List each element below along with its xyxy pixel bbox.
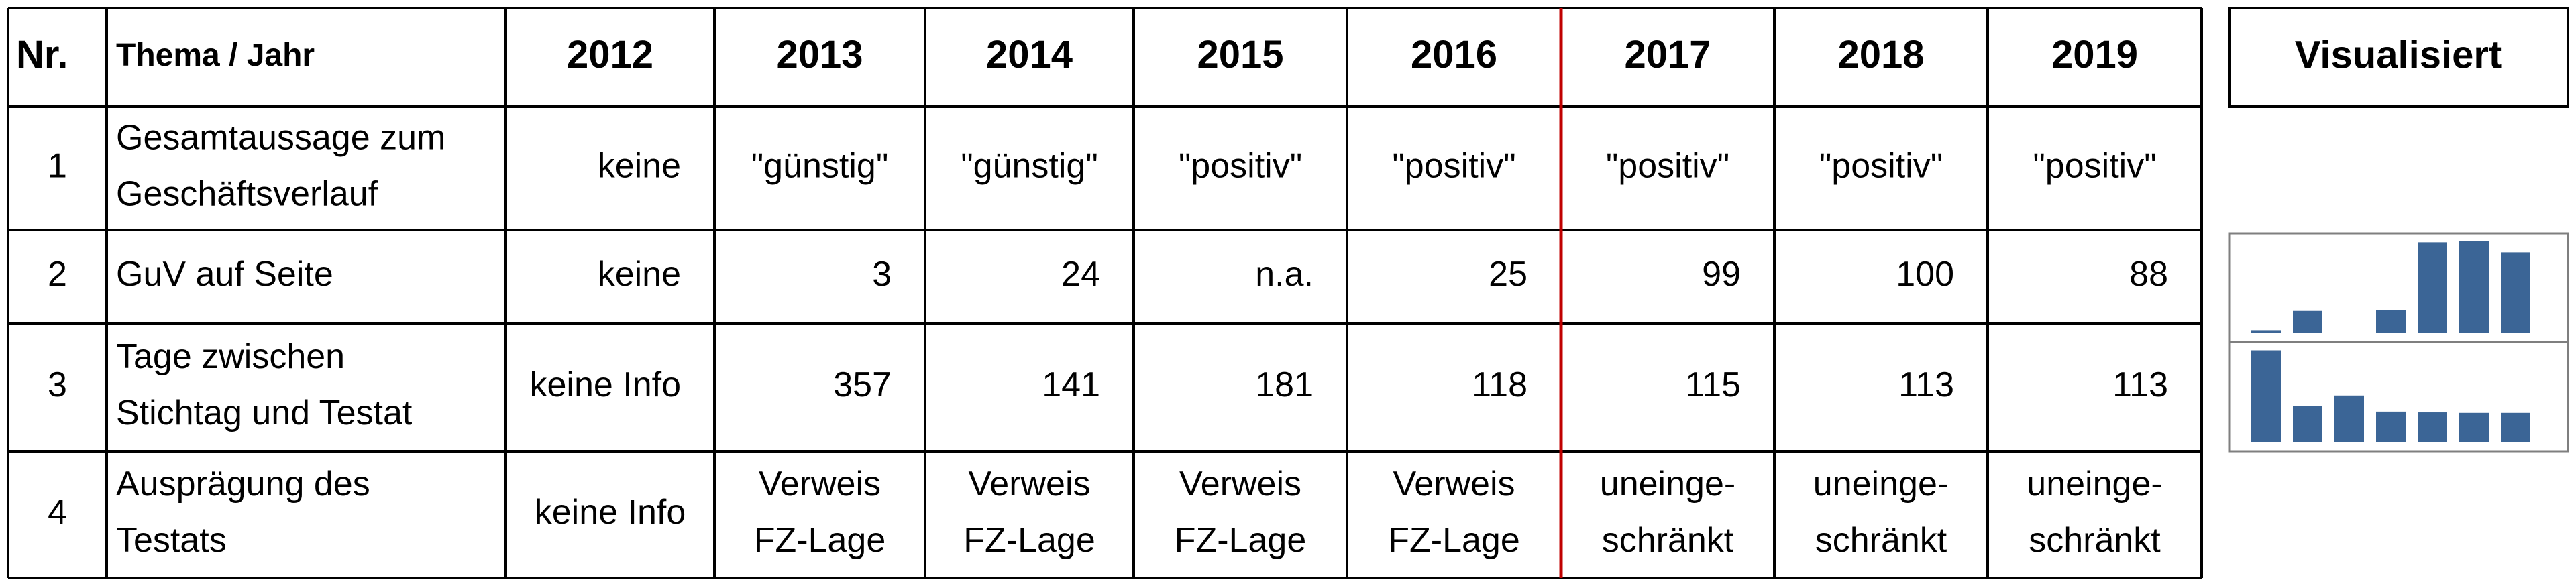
cell-text: 100 [1896,255,1954,294]
cell-text: Stichtag und Testat [116,394,413,432]
cell-text: 118 [1472,365,1527,404]
cell-text: 113 [2112,365,2168,404]
sparkline-bar [2251,350,2281,442]
cell-text: schränkt [2029,521,2161,560]
cell-text: 3 [872,255,892,294]
cell-text: FZ-Lage [1175,521,1307,560]
cell-text: "positiv" [1179,147,1302,186]
cell-text: uneinge- [2027,465,2162,504]
column-header: Nr. [16,33,68,76]
cell-text: 141 [1042,365,1100,404]
column-header: 2012 [567,33,653,76]
cell-text: Ausprägung des [116,465,370,504]
sparkline-bar [2334,395,2364,442]
column-header: 2015 [1197,33,1283,76]
sparkline-bar [2293,406,2322,442]
cell-text: keine [598,255,681,294]
cell-text: "positiv" [2033,147,2156,186]
cell-text: "positiv" [1392,147,1515,186]
cell-text: FZ-Lage [754,521,886,560]
cell-text: n.a. [1255,255,1313,294]
cell-text: FZ-Lage [963,521,1095,560]
sparkline-bar [2418,242,2447,333]
cell-text: 115 [1685,365,1741,404]
cell-text: Verweis [968,465,1090,504]
cell-text: 4 [48,493,67,532]
sparkline-bar [2501,412,2530,442]
cell-text: Testats [116,521,227,560]
cell-text: keine Info [530,365,682,404]
cell-text: Verweis [1179,465,1301,504]
column-header: 2019 [2051,33,2138,76]
cell-text: Gesamtaussage zum [116,119,445,158]
cell-text: Geschäftsverlauf [116,175,378,214]
cell-text: schränkt [1602,521,1734,560]
column-header: Thema / Jahr [116,38,315,73]
cell-text: 88 [2129,255,2168,294]
cell-text: Verweis [759,465,881,504]
cell-text: "positiv" [1819,147,1943,186]
column-header: 2014 [986,33,1073,76]
cell-text: keine [598,147,681,186]
sparkline-bar [2418,412,2447,442]
column-header: 2017 [1624,33,1711,76]
cell-text: 3 [48,365,67,404]
sparkline-bar [2376,310,2406,333]
cell-text: FZ-Lage [1388,521,1520,560]
cell-text: Tage zwischen [116,337,345,376]
cell-text: "positiv" [1606,147,1729,186]
column-header: 2016 [1411,33,1497,76]
cell-text: GuV auf Seite [116,255,333,294]
column-header: 2013 [776,33,863,76]
cell-text: Verweis [1393,465,1515,504]
cell-text: 113 [1898,365,1954,404]
sparkline-bar [2501,252,2530,333]
cell-text: 25 [1489,255,1527,294]
cell-text: 99 [1702,255,1741,294]
cell-text: keine Info [535,493,686,532]
sparkline-bar [2459,412,2489,442]
sparkline-bar [2376,411,2406,442]
sparkline-bar [2251,330,2281,333]
cell-text: schränkt [1815,521,1947,560]
visual-header-box [2228,7,2569,108]
cell-text: "günstig" [961,147,1098,186]
cell-text: 2 [48,255,67,294]
column-header: 2018 [1837,33,1924,76]
cell-text: 1 [48,147,67,186]
visual-header: Visualisiert [2295,33,2502,76]
sparkline-bar [2459,241,2489,333]
cell-text: uneinge- [1813,465,1949,504]
cell-text: "günstig" [751,147,889,186]
cell-text: 181 [1255,365,1313,404]
cell-text: 357 [833,365,892,404]
cell-text: 24 [1061,255,1100,294]
cell-text: uneinge- [1600,465,1735,504]
sparkline-bar [2293,310,2322,333]
